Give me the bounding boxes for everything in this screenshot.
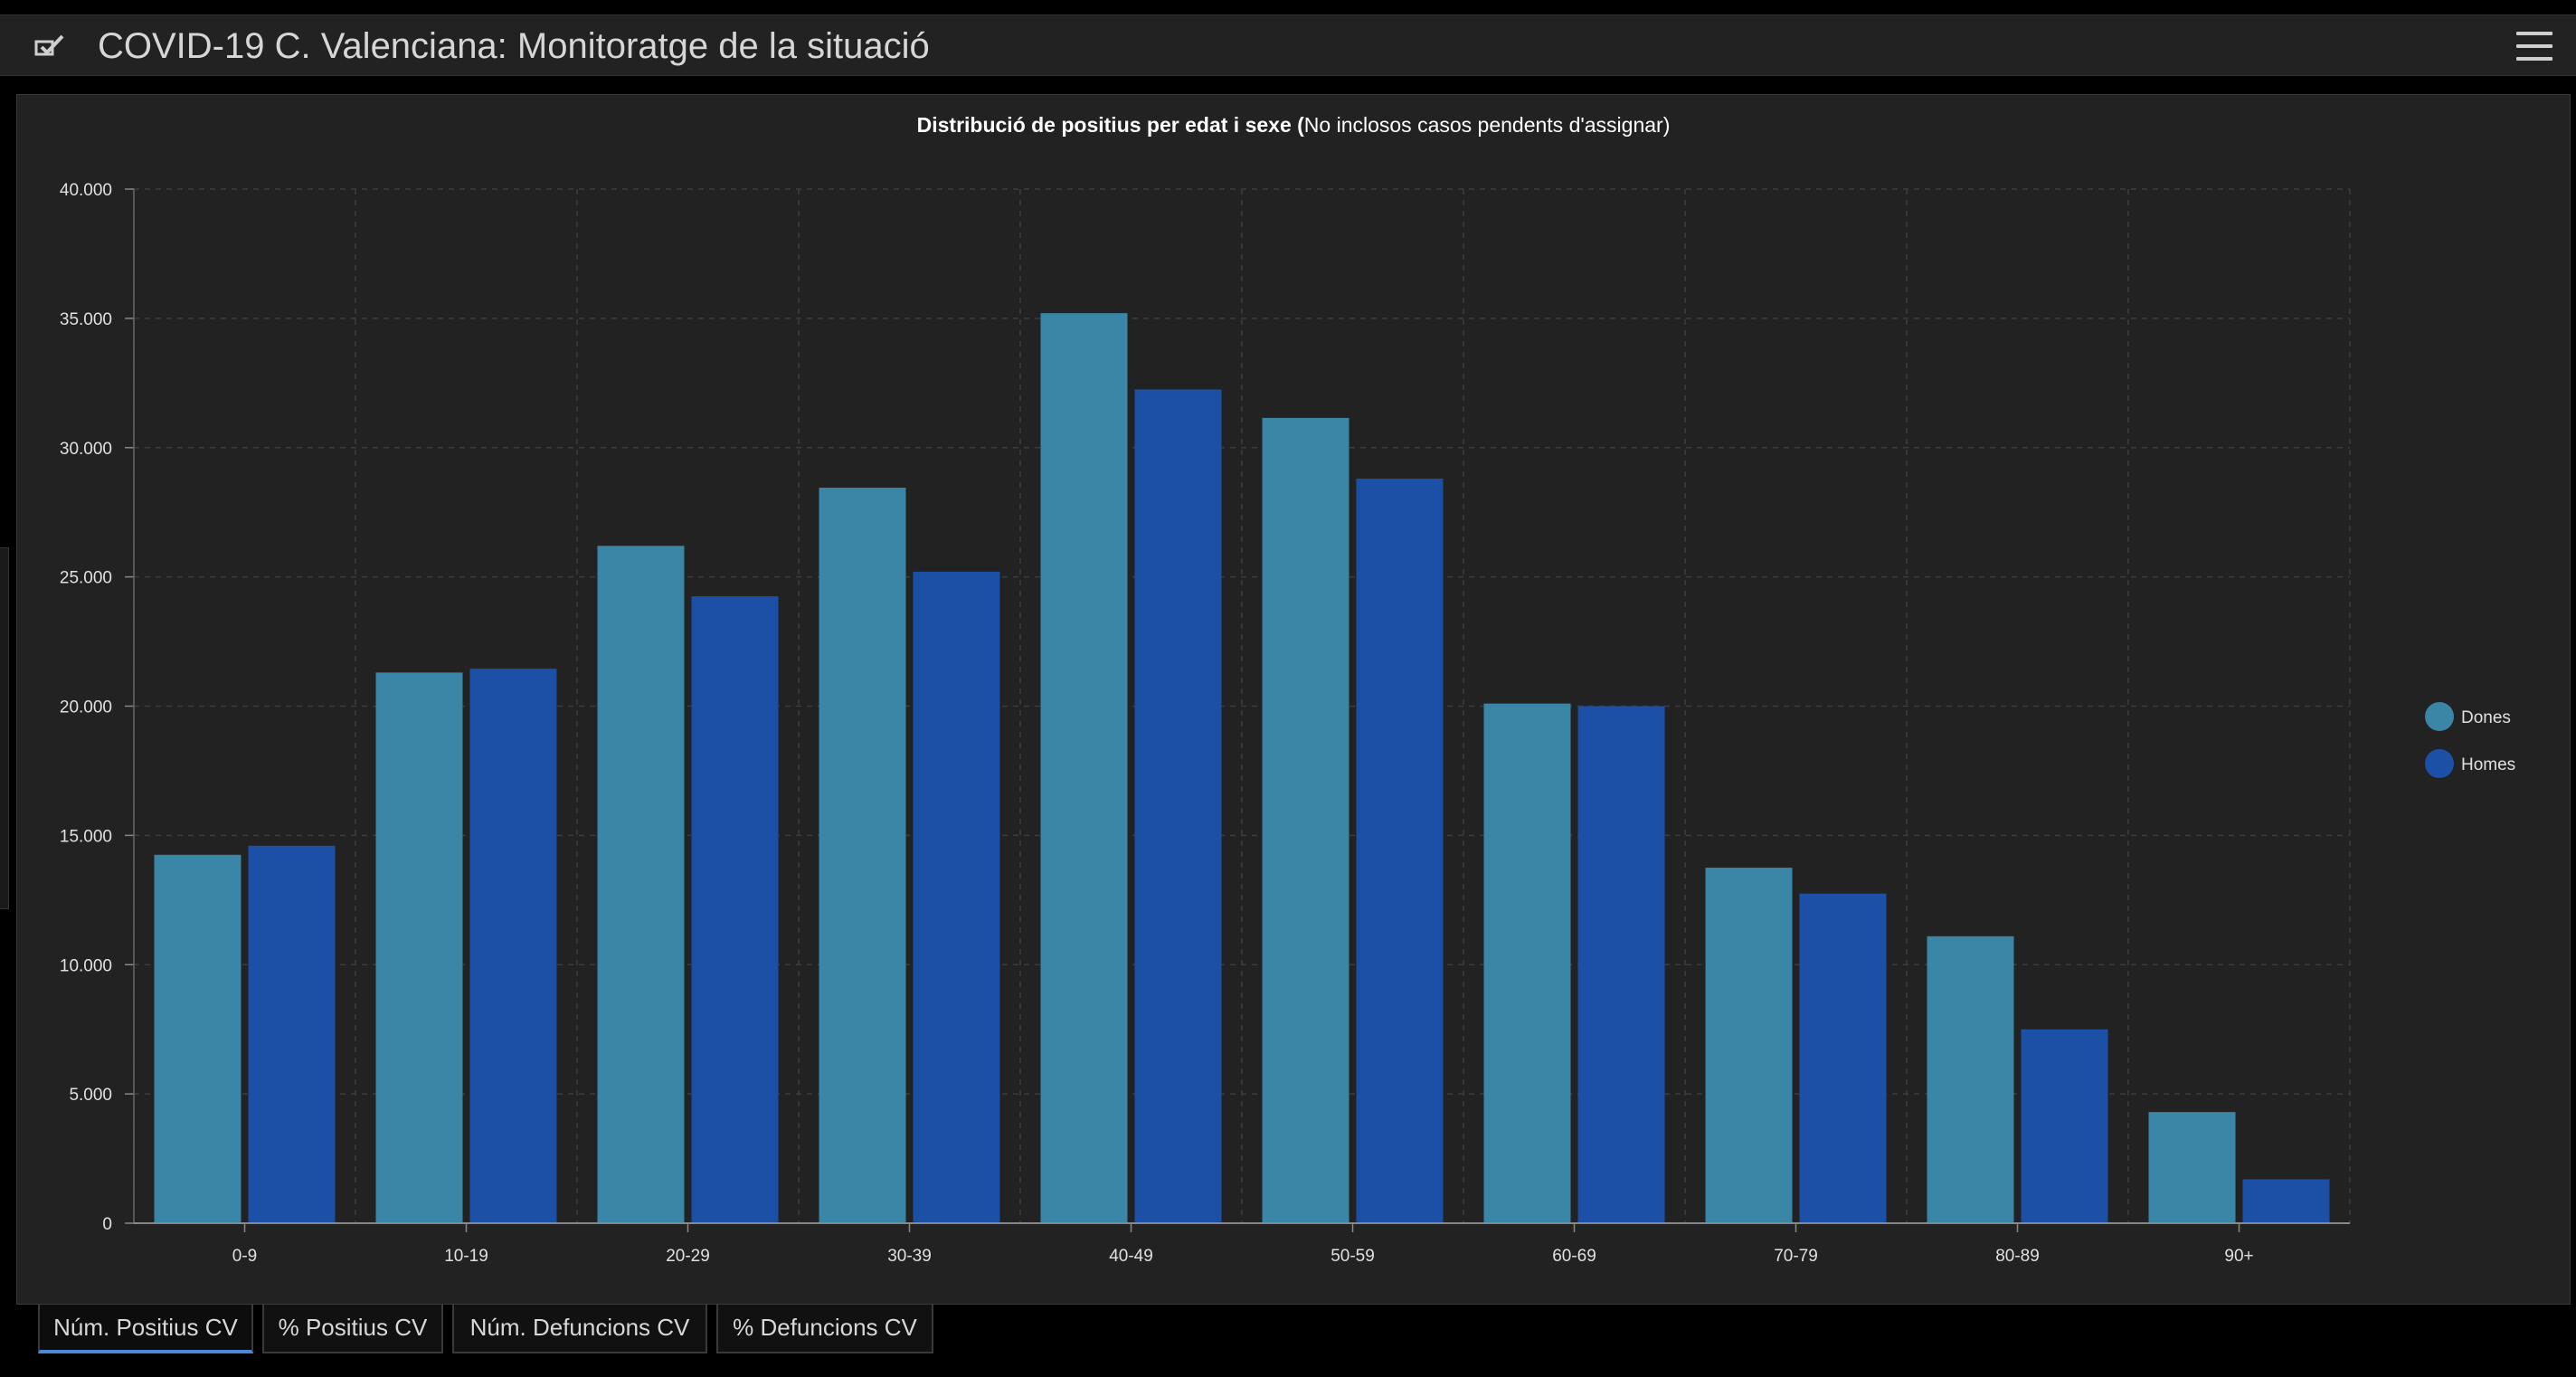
x-tick-label: 60-69	[1552, 1247, 1596, 1266]
bar-homes-80-89	[2021, 1029, 2108, 1223]
bar-homes-30-39	[913, 571, 1000, 1223]
y-tick-label: 25.000	[60, 569, 112, 588]
legend-label-dones: Dones	[2461, 708, 2511, 727]
y-tick-label: 20.000	[60, 698, 112, 717]
legend-label-homes: Homes	[2461, 755, 2515, 774]
tab-num-defuncions[interactable]: Núm. Defuncions CV	[452, 1305, 707, 1353]
x-tick-label: 30-39	[887, 1247, 932, 1266]
tab-num-positius[interactable]: Núm. Positius CV	[38, 1305, 253, 1353]
bar-homes-90+	[2242, 1179, 2330, 1223]
checkmark-box-icon[interactable]	[34, 33, 65, 59]
chart-bars	[154, 313, 2330, 1223]
y-tick-label: 15.000	[60, 827, 112, 846]
hamburger-menu-icon[interactable]	[2516, 32, 2552, 62]
bar-dones-40-49	[1040, 313, 1128, 1223]
bar-dones-60-69	[1483, 703, 1571, 1223]
y-tick-label: 5.000	[69, 1086, 112, 1105]
x-tick-label: 0-9	[232, 1247, 257, 1266]
chart-title-bold: Distribució de positius per edat i sexe …	[917, 113, 1305, 137]
bar-homes-60-69	[1577, 706, 1665, 1223]
x-tick-label: 10-19	[444, 1247, 488, 1266]
bar-homes-20-29	[691, 596, 779, 1223]
y-tick-label: 30.000	[60, 440, 112, 459]
bar-dones-10-19	[375, 672, 463, 1223]
bar-homes-70-79	[1799, 893, 1887, 1223]
x-tick-label: 80-89	[1995, 1247, 2040, 1266]
y-tick-label: 10.000	[60, 956, 112, 975]
chart-grid	[133, 188, 2351, 1223]
bar-homes-0-9	[248, 845, 336, 1223]
side-panel-handle[interactable]	[0, 547, 9, 909]
bar-dones-90+	[2148, 1112, 2236, 1223]
y-tick-label: 40.000	[60, 181, 112, 200]
x-tick-label: 50-59	[1331, 1247, 1375, 1266]
bar-dones-30-39	[819, 488, 906, 1223]
bar-homes-10-19	[469, 669, 557, 1223]
chart-title: Distribució de positius per edat i sexe …	[917, 113, 1671, 137]
app-title: COVID-19 C. Valenciana: Monitoratge de l…	[98, 26, 930, 66]
bar-homes-40-49	[1134, 389, 1222, 1223]
chart-axes: 0 5.000 10.000 15.000 20.000 25.000 30.000 35.0…	[60, 181, 2350, 1266]
legend-swatch-dones	[2425, 702, 2454, 731]
y-tick-label: 35.000	[60, 310, 112, 329]
bar-dones-70-79	[1705, 868, 1793, 1223]
x-tick-label: 20-29	[666, 1247, 710, 1266]
bar-dones-0-9	[154, 854, 242, 1223]
chart-title-rest: No inclosos casos pendents d'assignar)	[1304, 113, 1671, 137]
bar-dones-80-89	[1927, 935, 2014, 1223]
x-tick-label: 70-79	[1774, 1247, 1818, 1266]
chart-legend: Dones Homes	[2425, 702, 2515, 778]
bar-dones-50-59	[1262, 417, 1350, 1223]
x-tick-label: 40-49	[1109, 1247, 1153, 1266]
bar-dones-20-29	[597, 546, 685, 1223]
tab-pct-defuncions[interactable]: % Defuncions CV	[716, 1305, 933, 1353]
legend-swatch-homes	[2425, 749, 2454, 778]
bar-homes-50-59	[1356, 479, 1444, 1223]
app-header: COVID-19 C. Valenciana: Monitoratge de l…	[0, 14, 2576, 76]
tab-pct-positius[interactable]: % Positius CV	[262, 1305, 443, 1353]
x-tick-label: 90+	[2224, 1247, 2253, 1266]
y-tick-label: 0	[102, 1215, 112, 1234]
